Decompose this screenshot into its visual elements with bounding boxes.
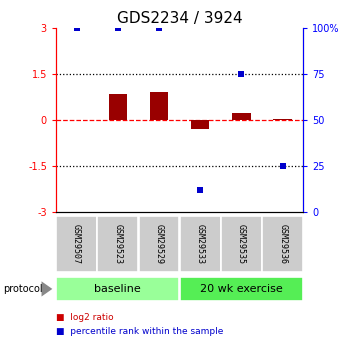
Polygon shape — [42, 282, 52, 296]
Text: ■  log2 ratio: ■ log2 ratio — [56, 313, 114, 322]
Text: GSM29529: GSM29529 — [155, 224, 164, 264]
Point — [239, 71, 244, 77]
Text: GSM29507: GSM29507 — [72, 224, 81, 264]
Point — [197, 187, 203, 193]
Bar — [191, 120, 209, 128]
Text: 20 wk exercise: 20 wk exercise — [200, 284, 283, 294]
Point — [280, 163, 286, 169]
Bar — [150, 92, 168, 120]
Title: GDS2234 / 3924: GDS2234 / 3924 — [117, 11, 242, 27]
Bar — [232, 113, 251, 120]
Bar — [180, 277, 303, 301]
Bar — [109, 94, 127, 120]
Bar — [262, 216, 303, 272]
Bar — [56, 277, 179, 301]
Text: GSM29523: GSM29523 — [113, 224, 122, 264]
Bar — [97, 216, 138, 272]
Text: protocol: protocol — [4, 284, 43, 294]
Text: ■  percentile rank within the sample: ■ percentile rank within the sample — [56, 327, 223, 336]
Point — [156, 25, 162, 30]
Text: GSM29535: GSM29535 — [237, 224, 246, 264]
Bar — [139, 216, 179, 272]
Text: baseline: baseline — [94, 284, 141, 294]
Point — [115, 25, 121, 30]
Point — [74, 25, 79, 30]
Bar — [56, 216, 97, 272]
Bar — [273, 119, 292, 120]
Bar — [221, 216, 262, 272]
Bar — [180, 216, 221, 272]
Text: GSM29533: GSM29533 — [196, 224, 205, 264]
Text: GSM29536: GSM29536 — [278, 224, 287, 264]
